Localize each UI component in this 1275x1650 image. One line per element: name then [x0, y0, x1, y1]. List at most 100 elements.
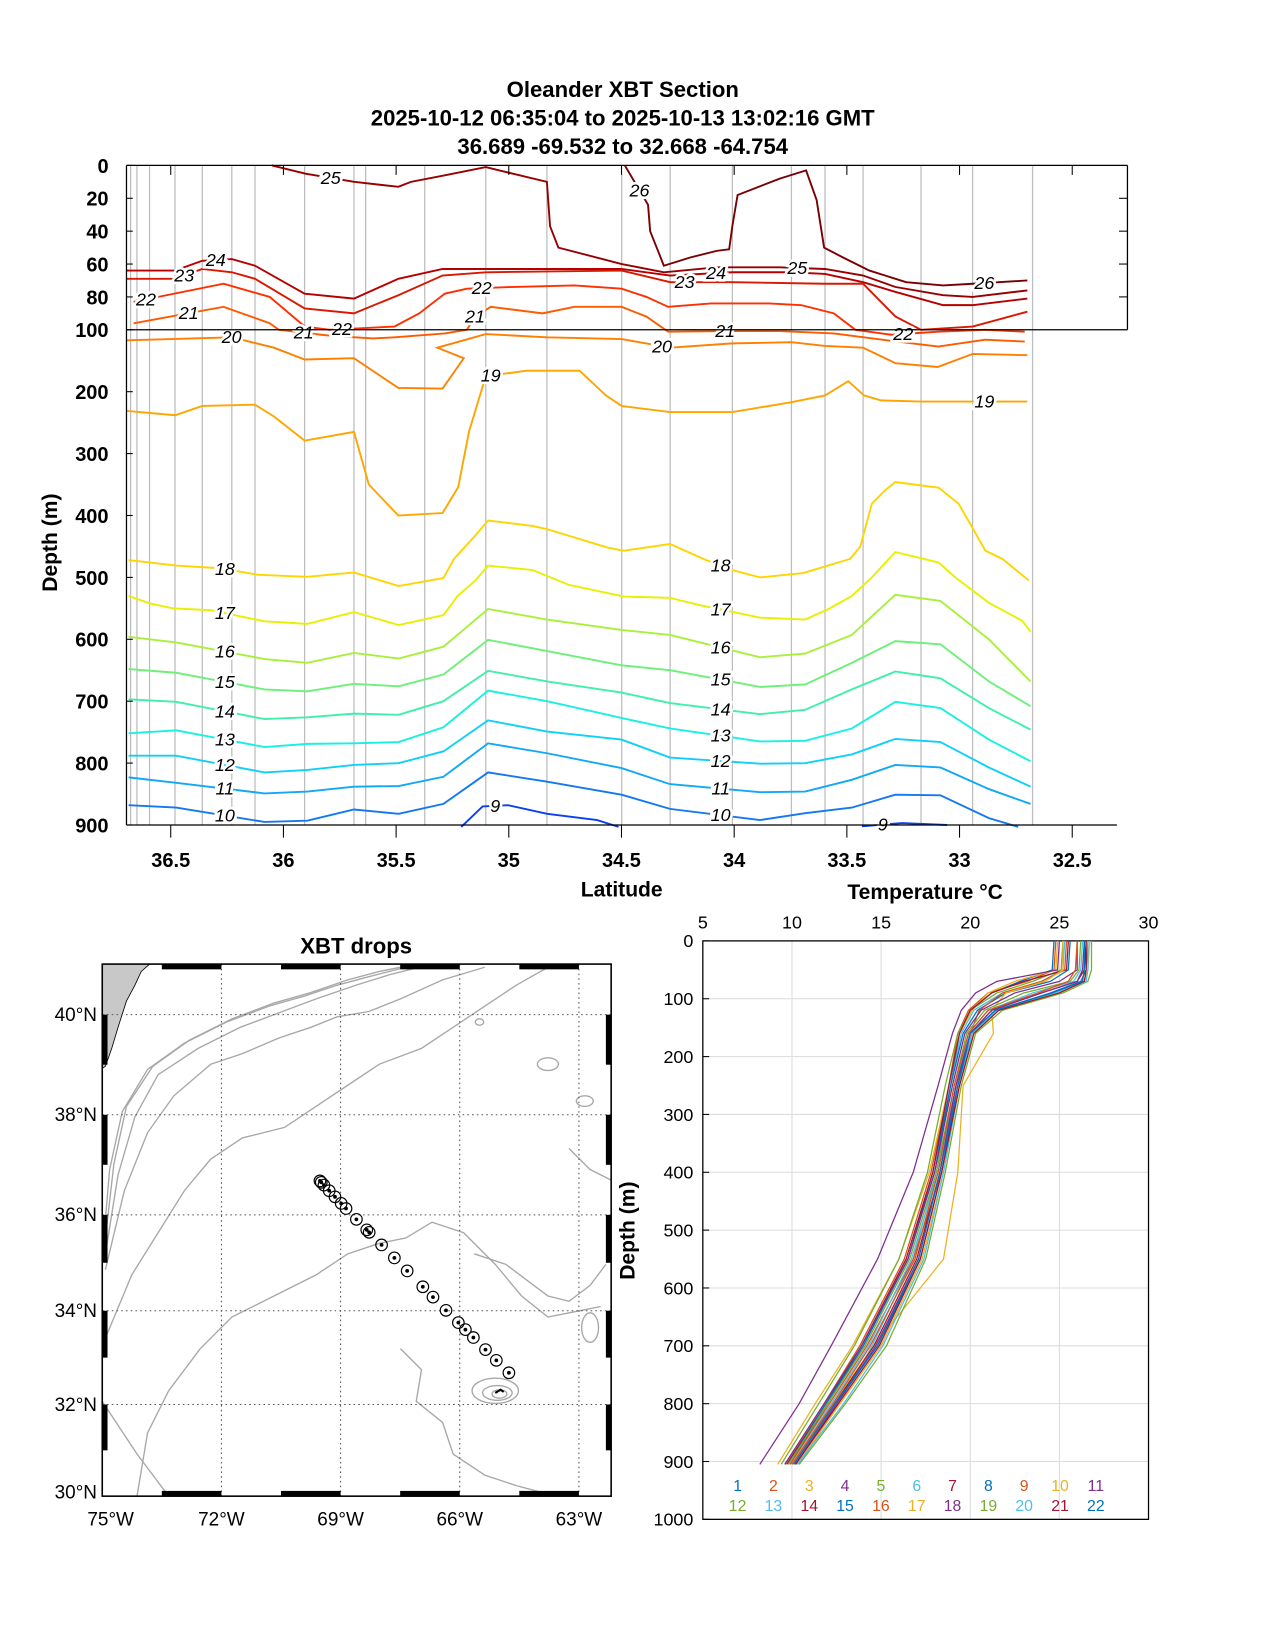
xbt-drop-point: [319, 1180, 324, 1185]
xbt-drop-point: [483, 1347, 488, 1352]
isotherm-label: 15: [711, 670, 731, 690]
isotherm-25: [271, 164, 1028, 298]
temperature-profile-line: [793, 940, 1085, 1465]
xbt-drop-point: [405, 1268, 410, 1273]
temperature-profile-line: [791, 940, 1078, 1465]
temp-tick-label: 15: [871, 912, 891, 932]
isotherm-label: 21: [293, 323, 314, 343]
depth-tick-label: 900: [663, 1452, 693, 1472]
isotherm-label: 22: [135, 289, 156, 309]
temperature-profile-line: [784, 940, 1057, 1465]
isotherm-label: 9: [490, 796, 500, 816]
isotherm-label: 16: [215, 642, 235, 662]
temperature-profile-line: [791, 940, 1084, 1465]
xbt-drop-marker: [350, 1212, 363, 1226]
temp-tick-label: 30: [1139, 912, 1159, 932]
section-xlabel: Latitude: [581, 879, 663, 902]
y-tick-label: 40: [86, 222, 108, 244]
profile-xlabel: Temperature °C: [847, 881, 1003, 904]
section-ylabel: Depth (m): [39, 493, 62, 591]
profile-label: 16: [872, 1498, 890, 1515]
depth-tick-label: 500: [663, 1220, 693, 1240]
isotherm-label: 18: [711, 556, 731, 576]
isotherm-label: 12: [215, 755, 235, 775]
map-frame-bar: [102, 1214, 108, 1263]
map-frame-bar: [519, 1490, 579, 1497]
map-frame-bar: [605, 1114, 612, 1165]
section-subtitle-dates: 2025-10-12 06:35:04 to 2025-10-13 13:02:…: [371, 105, 875, 130]
profile-label: 14: [800, 1498, 818, 1515]
land-mass: [102, 964, 151, 1069]
map-frame-bar: [281, 964, 341, 970]
y-tick-label: 600: [75, 630, 108, 652]
xbt-drop-marker: [451, 1316, 465, 1330]
profile-axes-box: [702, 940, 1150, 1520]
profile-label: 4: [841, 1478, 850, 1495]
lon-tick-label: 69°W: [317, 1510, 364, 1531]
xbt-drop-marker: [362, 1225, 376, 1239]
isotherm-label: 17: [711, 599, 732, 619]
isotherm-22: [133, 282, 1025, 336]
temperature-profile-line: [795, 940, 1087, 1465]
isotherm-label: 11: [216, 779, 235, 799]
temperature-profile-line: [784, 940, 1078, 1465]
depth-tick-label: 600: [663, 1278, 693, 1298]
isotherm-label: 20: [221, 327, 242, 347]
bermuda-island: [494, 1388, 505, 1394]
depth-tick-label: 300: [663, 1105, 693, 1125]
lat-tick-label: 38°N: [55, 1105, 97, 1126]
x-tick-label: 36.5: [151, 850, 190, 872]
xbt-drop-point: [333, 1194, 337, 1199]
lon-tick-label: 75°W: [87, 1510, 134, 1531]
y-tick-label: 0: [97, 156, 108, 178]
x-tick-label: 34.5: [602, 850, 641, 872]
profile-label: 15: [836, 1498, 854, 1515]
xbt-drop-marker: [459, 1323, 472, 1336]
profile-label: 11: [1088, 1478, 1105, 1495]
profile-label: 8: [984, 1478, 993, 1495]
map-frame-bar: [161, 1490, 222, 1497]
xbt-drop-point: [431, 1295, 435, 1300]
x-tick-label: 33.5: [827, 850, 866, 872]
temperature-profile-line: [795, 940, 1085, 1465]
xbt-drop-marker: [502, 1366, 516, 1380]
temp-tick-label: 20: [960, 912, 980, 932]
isotherm-label: 21: [178, 303, 199, 323]
map-frame-bar: [102, 1014, 108, 1065]
depth-tick-label: 800: [663, 1394, 693, 1414]
profile-plot: 5 10 15 20 25 3001002003004005006007008009001…: [653, 912, 1158, 1529]
depth-tick-label: 700: [663, 1336, 693, 1356]
xbt-drop-point: [494, 1358, 499, 1363]
map-frame-bar: [400, 1490, 460, 1497]
profile-label: 1: [733, 1478, 742, 1495]
section-subtitle-coords: 36.689 -69.532 to 32.668 -64.754: [457, 134, 788, 159]
isotherm-label: 15: [215, 672, 235, 692]
profile-label: 9: [1020, 1478, 1029, 1495]
isotherm-label: 26: [629, 180, 650, 200]
map-frame: [101, 963, 612, 1497]
isotherm-13: [128, 689, 1031, 763]
y-tick-label: 900: [75, 815, 108, 837]
isotherm-15: [128, 638, 1031, 707]
map-frame-bar: [605, 1310, 612, 1358]
lat-tick-label: 32°N: [55, 1395, 97, 1416]
temp-tick-label: 25: [1049, 912, 1069, 932]
isotherm-10: [128, 771, 1019, 828]
temperature-profile-line: [796, 940, 1089, 1465]
profile-label: 7: [948, 1478, 957, 1495]
xbt-drop-marker: [339, 1202, 353, 1215]
y-tick-label: 20: [86, 189, 108, 211]
isotherm-label: 13: [711, 726, 731, 746]
map-frame-bar: [102, 1404, 108, 1451]
section-title: Oleander XBT Section: [507, 77, 739, 102]
lat-tick-label: 30°N: [55, 1482, 97, 1503]
lon-tick-label: 72°W: [198, 1510, 245, 1531]
profile-label: 2: [769, 1478, 778, 1495]
xbt-drop-point: [420, 1284, 425, 1289]
isotherm-label: 26: [973, 273, 994, 293]
lat-tick-label: 36°N: [55, 1205, 97, 1226]
xbt-drop-marker: [467, 1331, 480, 1344]
isotherm-11: [128, 742, 1031, 805]
profile-label: 5: [876, 1478, 885, 1495]
